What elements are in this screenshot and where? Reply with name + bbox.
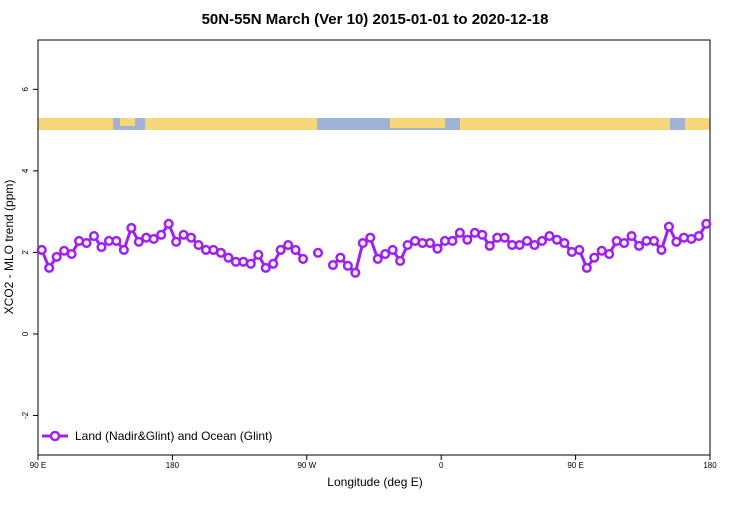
data-point [432, 243, 443, 254]
data-point [380, 248, 391, 260]
data-point [36, 244, 47, 255]
data-point [283, 240, 294, 251]
data-point [589, 252, 600, 263]
data-point [522, 235, 533, 247]
data-point [96, 242, 107, 253]
data-point [156, 229, 167, 240]
data-point [559, 237, 570, 249]
data-point [365, 232, 376, 243]
x-tick-label: 90 E [567, 461, 583, 470]
y-tick-label: 2 [21, 250, 30, 255]
data-point [477, 229, 488, 240]
data-point [357, 237, 368, 249]
data-point [335, 252, 346, 263]
data-point [51, 251, 62, 262]
data-point [604, 248, 615, 260]
data-point [312, 247, 324, 258]
data-point [514, 240, 525, 251]
data-point [44, 262, 55, 273]
data-point [626, 231, 637, 242]
data-point [395, 255, 406, 267]
x-tick-label: 0 [439, 461, 444, 470]
data-point [215, 247, 226, 258]
data-point [619, 237, 630, 249]
data-point [454, 227, 465, 238]
data-point [260, 262, 271, 273]
chart-title: 50N-55N March (Ver 10) 2015-01-01 to 202… [202, 11, 549, 28]
data-point [424, 237, 436, 249]
x-tick-label: 180 [166, 461, 180, 470]
legend: Land (Nadir&Glint) and Ocean (Glint) [42, 429, 272, 443]
y-tick-label: -2 [21, 411, 30, 419]
data-point [133, 236, 144, 247]
data-point [298, 253, 309, 264]
data-point [350, 267, 361, 278]
x-tick-label: 180 [703, 461, 717, 470]
data-point [581, 262, 592, 273]
data-point [402, 240, 413, 251]
data-point [574, 244, 585, 255]
data-point [171, 236, 182, 247]
y-tick-label: 6 [21, 87, 30, 92]
data-point [701, 218, 712, 229]
y-axis-label: XCO2 - MLO trend (ppm) [2, 180, 16, 315]
data-point [529, 240, 540, 251]
data-point [111, 235, 122, 247]
land-ocean-strip [38, 118, 710, 130]
data-point [342, 260, 353, 271]
data-point [126, 222, 137, 233]
data-point [193, 240, 204, 251]
data-point [118, 244, 129, 255]
data-point [462, 234, 473, 245]
data-point [499, 232, 510, 243]
data-point [484, 240, 495, 251]
y-tick-label: 0 [21, 331, 30, 336]
data-point [536, 235, 548, 247]
data-point [163, 218, 174, 229]
data-point [186, 232, 197, 243]
data-point [88, 231, 100, 242]
data-point [671, 236, 682, 247]
data-point [693, 231, 704, 242]
data-point [245, 258, 256, 269]
y-tick-label: 4 [21, 168, 30, 173]
data-point [148, 233, 159, 244]
legend-label: Land (Nadir&Glint) and Ocean (Glint) [75, 429, 272, 443]
data-point [663, 221, 674, 232]
legend-marker [49, 430, 61, 442]
x-tick-label: 90 W [297, 461, 316, 470]
data-point [268, 258, 279, 269]
data-point [275, 244, 286, 255]
data-point [634, 240, 645, 251]
data-point [648, 235, 660, 247]
data-point [544, 231, 555, 242]
data-point [253, 249, 264, 260]
data-point [447, 235, 458, 247]
data-point [387, 244, 398, 255]
data-point [656, 244, 667, 255]
data-point [327, 259, 338, 271]
data-point [81, 237, 92, 249]
data-point [290, 244, 301, 255]
x-axis-label: Longitude (deg E) [327, 475, 422, 489]
x-tick-label: 90 E [30, 461, 46, 470]
data-point [372, 253, 383, 264]
data-point [66, 248, 77, 260]
data-point [223, 252, 234, 263]
